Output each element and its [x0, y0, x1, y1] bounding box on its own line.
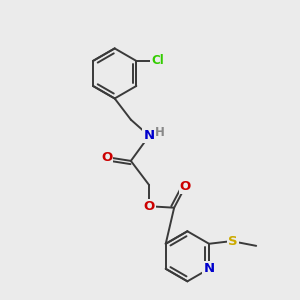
Text: O: O: [180, 180, 191, 193]
Text: Cl: Cl: [151, 54, 164, 68]
Text: O: O: [101, 152, 112, 164]
Text: N: N: [144, 129, 155, 142]
Text: O: O: [143, 200, 155, 213]
Text: S: S: [228, 235, 238, 248]
Text: N: N: [203, 262, 214, 275]
Text: H: H: [155, 126, 165, 139]
